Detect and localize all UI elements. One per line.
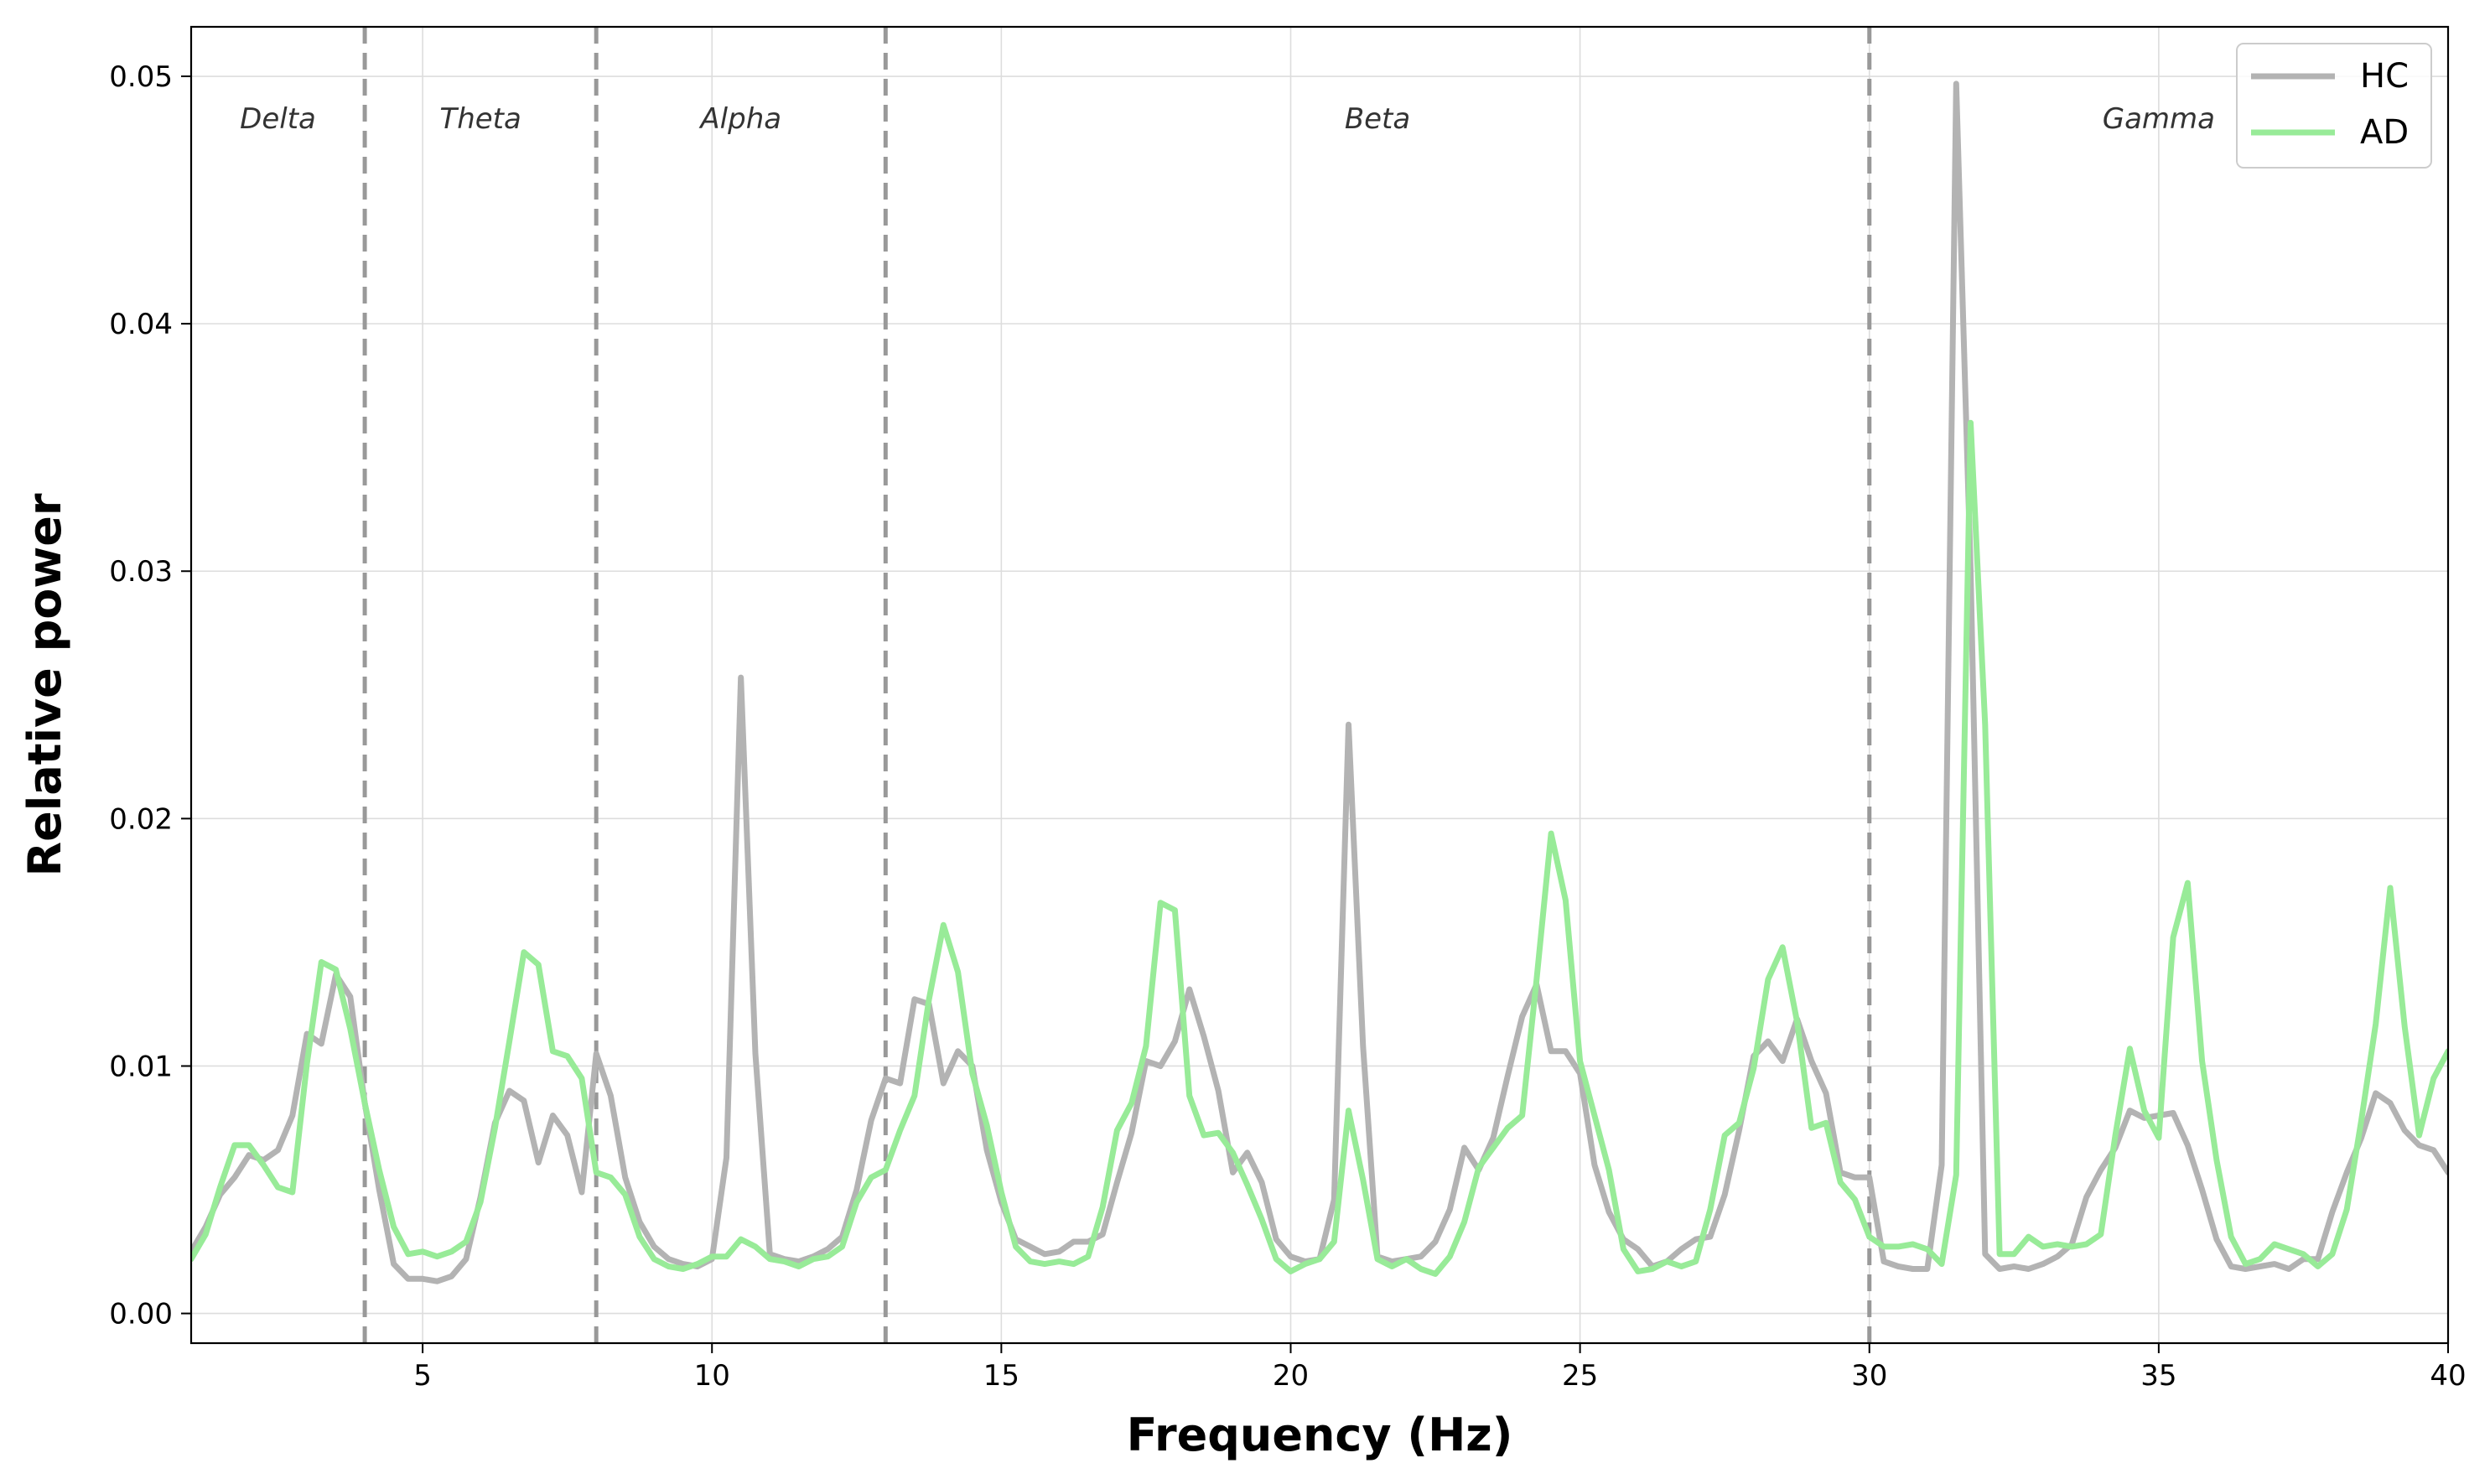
- y-axis-label: Relative power: [18, 493, 71, 876]
- y-tick-label: 0.05: [109, 60, 173, 94]
- legend-label-ad: AD: [2360, 113, 2409, 152]
- series-lines: [191, 80, 2448, 1284]
- x-tick-label: 25: [1562, 1359, 1598, 1393]
- y-tick-label: 0.04: [109, 308, 173, 341]
- y-tick-label: 0.00: [109, 1298, 173, 1331]
- x-tick-label: 10: [694, 1359, 730, 1393]
- plot-frame: [189, 25, 2450, 1345]
- x-axis-label: Frequency (Hz): [1127, 1409, 1513, 1461]
- band-label-delta: Delta: [240, 102, 316, 136]
- band-label-gamma: Gamma: [2103, 102, 2215, 136]
- legend-label-hc: HC: [2360, 57, 2409, 96]
- x-tick-label: 20: [1273, 1359, 1309, 1393]
- x-tick-label: 40: [2430, 1359, 2466, 1393]
- band-label-alpha: Alpha: [698, 102, 781, 136]
- y-tick-label: 0.03: [109, 555, 173, 589]
- band-boundaries: [362, 27, 1872, 1343]
- x-tick-label: 5: [413, 1359, 432, 1393]
- band-label-beta: Beta: [1345, 102, 1410, 136]
- x-tick-label: 30: [1851, 1359, 1887, 1393]
- x-tick-label: 35: [2140, 1359, 2176, 1393]
- x-axis-ticks: 5 10 15 20 25 30 35 40: [413, 1343, 2467, 1393]
- band-label-theta: Theta: [439, 102, 521, 136]
- series-line-ad: [191, 419, 2448, 1277]
- band-labels: Delta Theta Alpha Beta Gamma: [240, 102, 2215, 136]
- legend: HC AD: [2236, 43, 2432, 169]
- y-axis-ticks: 0.00 0.01 0.02 0.03 0.04 0.05: [109, 60, 191, 1331]
- y-tick-label: 0.02: [109, 802, 173, 836]
- x-tick-label: 15: [983, 1359, 1019, 1393]
- y-tick-label: 0.01: [109, 1050, 173, 1083]
